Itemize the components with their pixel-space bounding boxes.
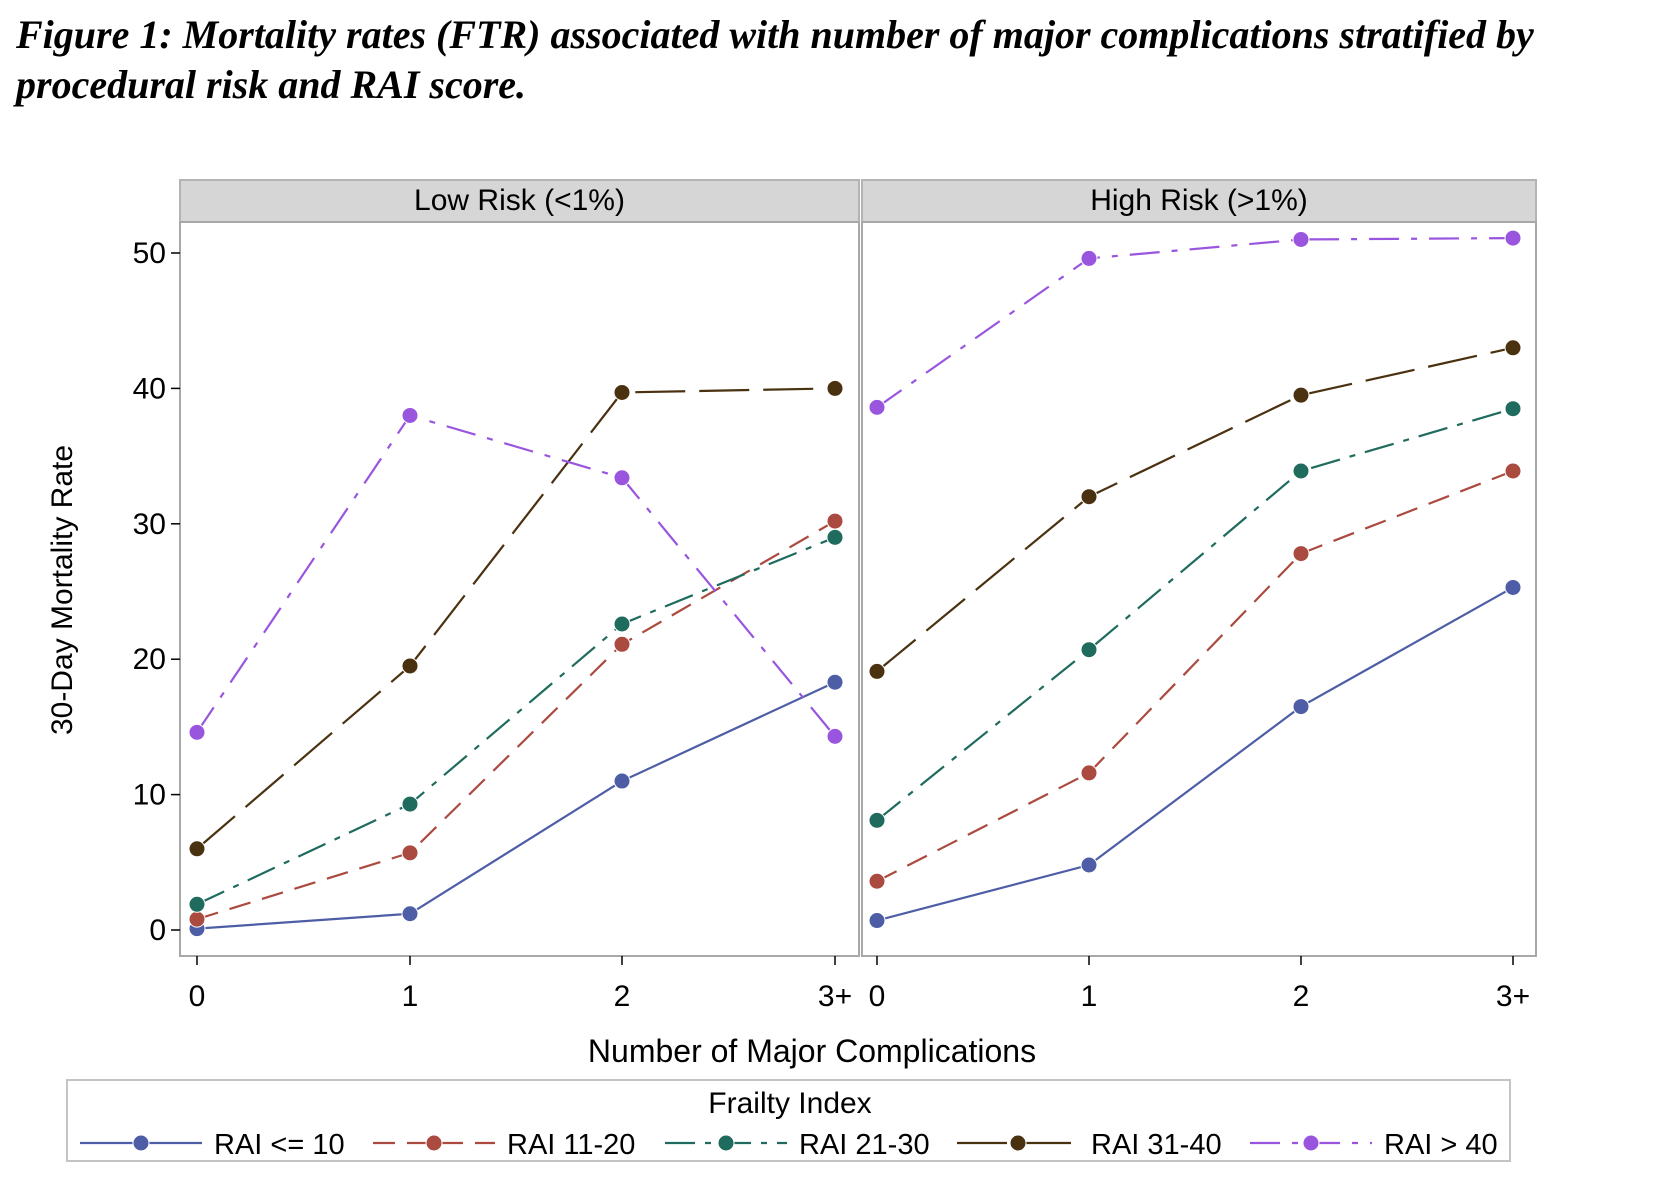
x-tick-label: 2 xyxy=(1293,980,1310,1013)
legend-marker xyxy=(132,1134,150,1152)
y-tick-label: 30 xyxy=(133,508,166,541)
data-point xyxy=(401,406,419,424)
x-tick-label: 0 xyxy=(869,980,886,1013)
x-tick-label: 3+ xyxy=(818,980,852,1013)
data-point xyxy=(613,615,631,633)
legend-title: Frailty Index xyxy=(708,1087,871,1120)
panel-title: High Risk (>1%) xyxy=(1090,184,1308,217)
series-line xyxy=(876,586,1514,922)
x-tick-label: 1 xyxy=(402,980,419,1013)
figure-label: Figure 1 xyxy=(16,12,160,57)
data-point xyxy=(826,727,844,745)
data-point xyxy=(1080,856,1098,874)
x-axis-label: Number of Major Complications xyxy=(588,1033,1036,1069)
x-tick-label: 2 xyxy=(614,980,631,1013)
legend-marker xyxy=(425,1134,443,1152)
data-point xyxy=(1292,462,1310,480)
y-tick-label: 0 xyxy=(149,914,166,947)
series-line xyxy=(196,536,836,906)
y-tick-label: 50 xyxy=(133,237,166,270)
legend-entry-label: RAI <= 10 xyxy=(214,1129,345,1161)
x-tick-label: 3+ xyxy=(1496,980,1530,1013)
figure-caption-text: : Mortality rates (FTR) associated with … xyxy=(16,12,1534,107)
legend-box xyxy=(66,1079,1511,1162)
data-point xyxy=(1504,578,1522,596)
y-tick-label: 20 xyxy=(133,643,166,676)
panel-frame xyxy=(179,221,860,957)
data-point xyxy=(826,673,844,691)
series-line xyxy=(196,387,836,850)
data-point xyxy=(868,811,886,829)
data-point xyxy=(826,528,844,546)
data-point xyxy=(1080,488,1098,506)
data-point xyxy=(188,723,206,741)
data-point xyxy=(868,912,886,930)
legend-marker xyxy=(1302,1134,1320,1152)
panel-header xyxy=(179,179,860,223)
data-point xyxy=(1292,545,1310,563)
data-point xyxy=(1292,230,1310,248)
y-axis-label: 30-Day Mortality Rate xyxy=(46,445,79,735)
series-line xyxy=(196,681,836,930)
panel-header xyxy=(861,179,1537,223)
legend-marker xyxy=(1009,1134,1027,1152)
x-tick-label: 0 xyxy=(189,980,206,1013)
data-point xyxy=(401,844,419,862)
data-point xyxy=(826,512,844,530)
data-point xyxy=(1504,339,1522,357)
x-tick-label: 1 xyxy=(1081,980,1098,1013)
panel-title: Low Risk (<1%) xyxy=(414,184,625,217)
data-point xyxy=(188,840,206,858)
data-point xyxy=(613,383,631,401)
series-line xyxy=(876,237,1514,409)
series-line xyxy=(876,407,1514,822)
data-point xyxy=(1504,229,1522,247)
data-point xyxy=(1504,400,1522,418)
data-point xyxy=(613,469,631,487)
data-point xyxy=(1080,764,1098,782)
legend-entry-label: RAI 21-30 xyxy=(799,1129,930,1161)
series-line xyxy=(196,414,836,738)
data-point xyxy=(1504,462,1522,480)
y-tick-label: 40 xyxy=(133,372,166,405)
y-tick-label: 10 xyxy=(133,779,166,812)
figure-caption: Figure 1: Mortality rates (FTR) associat… xyxy=(16,10,1656,110)
data-point xyxy=(1080,249,1098,267)
legend-marker xyxy=(717,1134,735,1152)
data-point xyxy=(868,662,886,680)
data-point xyxy=(868,398,886,416)
data-point xyxy=(188,910,206,928)
legend-entry-label: RAI 11-20 xyxy=(507,1129,635,1161)
data-point xyxy=(188,895,206,913)
data-point xyxy=(1080,641,1098,659)
data-point xyxy=(826,379,844,397)
data-point xyxy=(1292,386,1310,404)
data-point xyxy=(401,795,419,813)
series-line xyxy=(196,520,836,921)
legend-entry-label: RAI 31-40 xyxy=(1091,1129,1222,1161)
series-line xyxy=(876,346,1514,673)
data-point xyxy=(613,635,631,653)
legend-entry-label: RAI > 40 xyxy=(1384,1129,1498,1161)
data-point xyxy=(613,772,631,790)
data-point xyxy=(868,872,886,890)
data-point xyxy=(1292,698,1310,716)
panel-frame xyxy=(861,221,1537,957)
data-point xyxy=(401,657,419,675)
series-line xyxy=(876,469,1514,883)
data-point xyxy=(401,905,419,923)
